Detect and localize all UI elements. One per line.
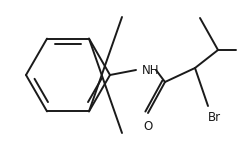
Text: O: O <box>143 120 153 133</box>
Text: NH: NH <box>142 63 159 76</box>
Text: Br: Br <box>208 111 221 124</box>
